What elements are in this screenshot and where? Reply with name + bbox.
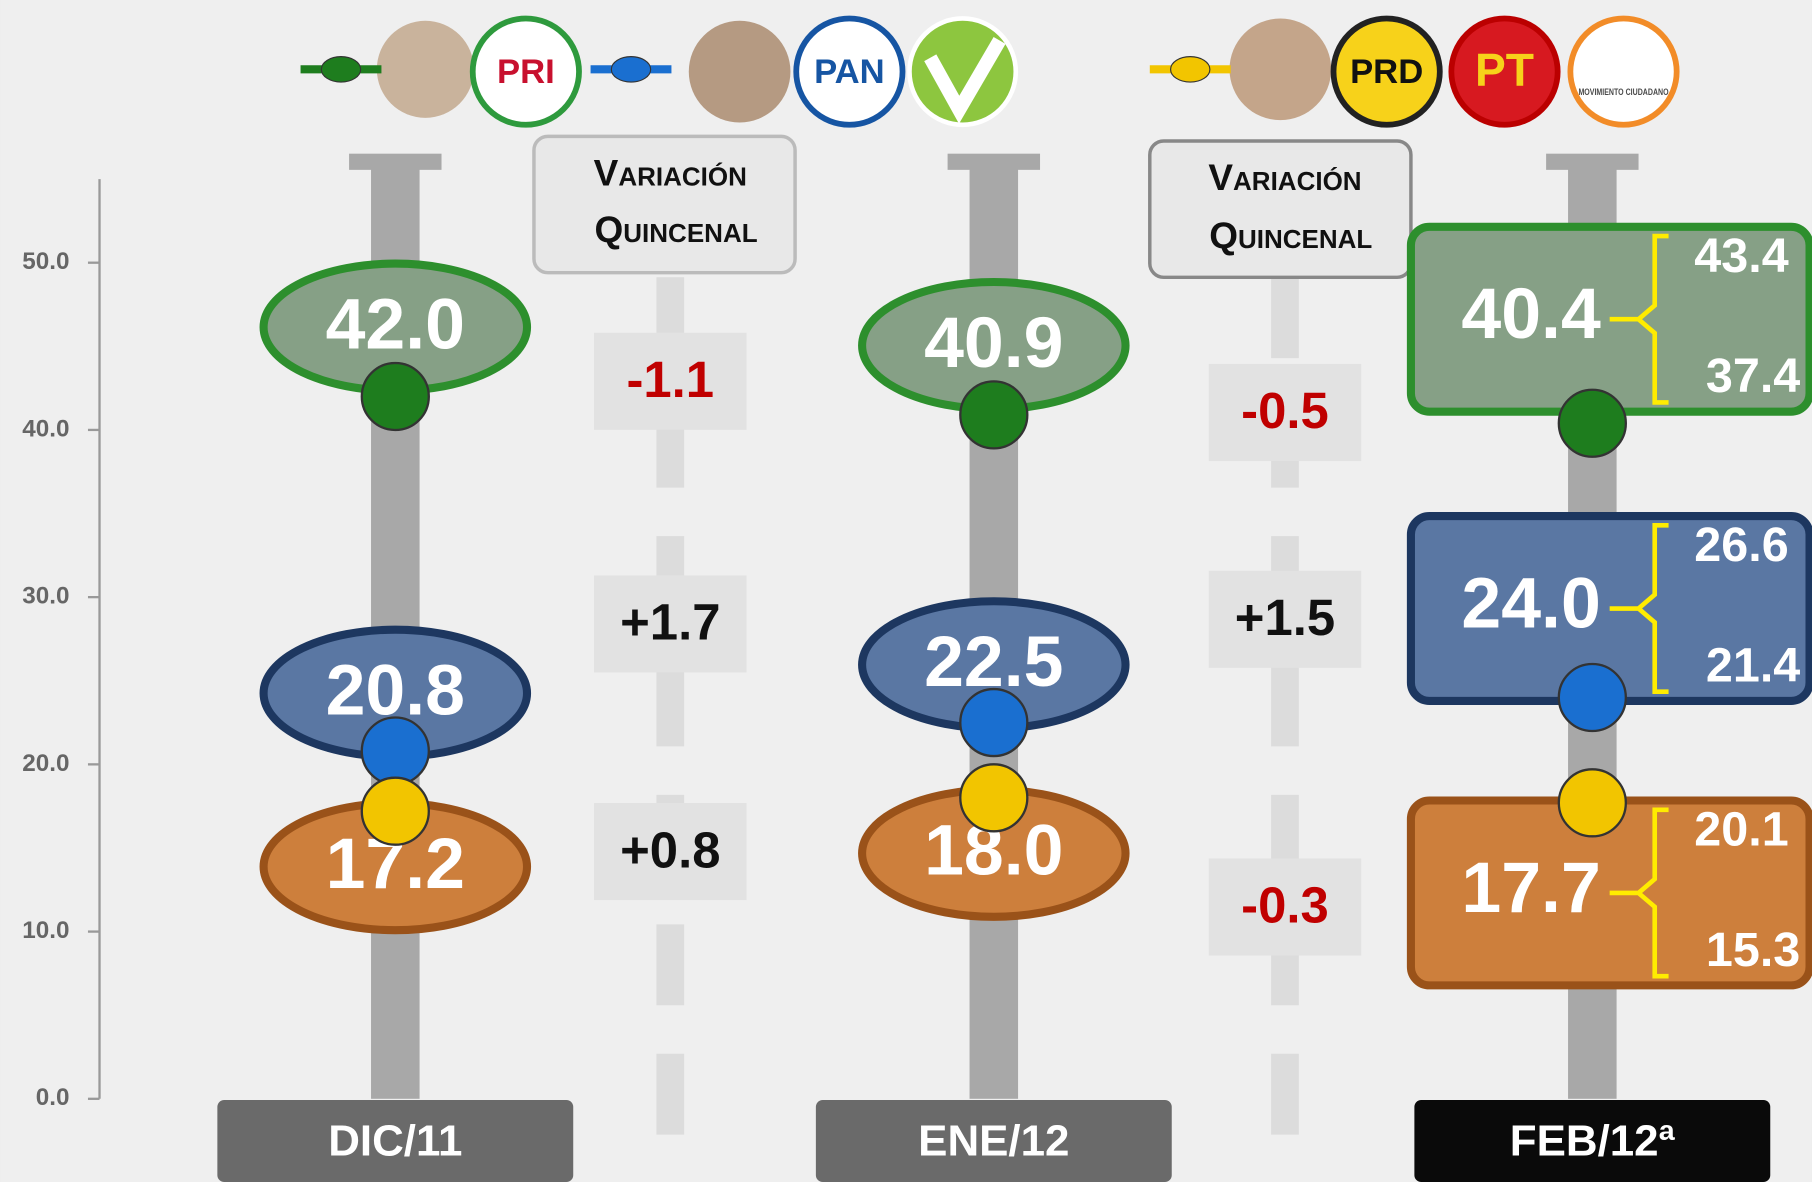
variation-value-box (1208, 570, 1362, 668)
value-label: 17.7 (1461, 848, 1600, 928)
variation-box (1148, 139, 1413, 280)
variation-value: -0.3 (1241, 877, 1329, 934)
value-label: 40.4 (1461, 274, 1601, 354)
party-name: PRI (497, 53, 555, 91)
column-cap (1546, 153, 1639, 170)
dot (959, 687, 1029, 758)
range-high: 43.4 (1694, 229, 1788, 283)
legend-marker (320, 56, 362, 83)
candidate-photo (376, 20, 474, 118)
range-bracket (1609, 807, 1669, 979)
photos (376, 16, 1332, 128)
party-logo (1567, 15, 1680, 128)
category-box (815, 1099, 1172, 1182)
dot (1557, 388, 1627, 458)
variation-value-box (594, 332, 747, 430)
column-cap (947, 153, 1041, 170)
y-tick-label: 0.0 (36, 1084, 70, 1111)
legend-marker (610, 56, 652, 83)
variation-value-box (1208, 363, 1362, 462)
category-box (1414, 1099, 1771, 1182)
dot (959, 380, 1029, 450)
party-name: MOVIMIENTO CIUDADANO (1578, 87, 1668, 97)
x-tick-label: DIC/11 (328, 1116, 462, 1165)
variation-value: +1.5 (1235, 589, 1335, 646)
party-name: PAN (814, 53, 885, 91)
range-low: 37.4 (1706, 349, 1800, 403)
x-tick-label: FEB/12ª (1510, 1116, 1676, 1165)
variation-box (532, 134, 797, 275)
dot (360, 716, 430, 786)
party-name: PT (1475, 44, 1534, 96)
dot (1557, 768, 1627, 838)
candidate-photo (1229, 18, 1332, 121)
variation-value: +0.8 (620, 821, 720, 878)
y-tick-label: 30.0 (22, 583, 69, 610)
variation-title: Variación (1208, 157, 1361, 198)
range-bracket (1609, 233, 1669, 405)
party-logo (793, 15, 906, 128)
variation-value-box (594, 575, 747, 673)
party-logo (469, 15, 582, 128)
party-logo (1330, 15, 1443, 128)
legend-marker (1170, 56, 1211, 83)
variation-value: -0.5 (1241, 382, 1329, 439)
dot (1557, 662, 1627, 733)
party-name: PRD (1350, 53, 1423, 91)
party-logo (1448, 15, 1561, 128)
x-tick-label: ENE/12 (918, 1116, 1069, 1165)
variation-value: +1.7 (620, 594, 720, 651)
variation-title: Quincenal (1209, 215, 1372, 256)
dot (360, 361, 430, 432)
variation-value-box (594, 803, 747, 901)
category-box (217, 1099, 574, 1182)
range-low: 21.4 (1706, 638, 1800, 692)
y-tick-label: 40.0 (22, 415, 69, 442)
variation-header: Variación Quincenal Variación Quincenal (532, 134, 1413, 280)
variation-title: Quincenal (595, 209, 758, 250)
candidate-photo (688, 20, 791, 123)
range-high: 26.6 (1694, 518, 1788, 572)
value-label: 40.9 (924, 303, 1063, 383)
variation-title: Variación (594, 152, 747, 193)
range-low: 15.3 (1706, 923, 1800, 977)
y-tick-label: 20.0 (22, 750, 69, 777)
value-label: 42.0 (326, 284, 465, 364)
variation-value-box (1208, 858, 1362, 956)
variation-value: -1.1 (626, 351, 714, 408)
y-tick-label: 10.0 (22, 917, 69, 944)
verde-mark (924, 36, 1006, 124)
dot (360, 776, 430, 846)
value-label: 24.0 (1461, 563, 1600, 643)
range-high: 20.1 (1694, 803, 1788, 857)
column-cap (349, 153, 442, 170)
range-bracket (1609, 523, 1669, 695)
dot (959, 763, 1029, 833)
y-tick-label: 50.0 (22, 248, 69, 275)
